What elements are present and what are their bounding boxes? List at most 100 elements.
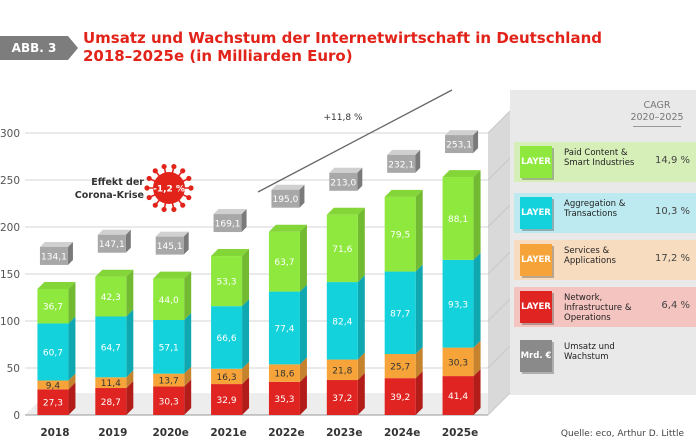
x-tick-label: 2021e	[210, 427, 246, 439]
total-box	[155, 236, 184, 255]
legend-layer-icon: Mrd. €	[520, 340, 552, 372]
figure-badge: ABB. 3	[0, 36, 78, 60]
bar-segment-side	[68, 281, 76, 324]
total-box	[39, 246, 68, 265]
bar-top	[95, 269, 134, 277]
bar-segment	[153, 278, 185, 320]
legend-cagr-value: 17,2 %	[655, 253, 690, 264]
bar-segment-label: 63,7	[274, 258, 294, 268]
bar-segment-label: 30,3	[448, 358, 468, 368]
bar-top	[326, 207, 365, 215]
bar-segment-side	[126, 370, 134, 389]
bar-top	[153, 271, 192, 279]
legend-label: Paid Content & Smart Industries	[564, 148, 635, 168]
bar-segment-label: 37,2	[332, 394, 352, 404]
bar-segment	[37, 288, 69, 324]
total-box	[213, 214, 242, 233]
x-tick-label: 2024e	[384, 427, 420, 439]
total-box	[97, 234, 126, 253]
growth-label: +11,8 %	[324, 113, 363, 123]
bar-segment-label: 18,6	[274, 370, 294, 380]
total-label: 195,0	[273, 195, 299, 205]
bar-segment	[384, 271, 416, 354]
chart-title-line2: 2018–2025e (in Milliarden Euro)	[83, 47, 353, 65]
gridline-side	[487, 251, 511, 275]
virus-spike-tip	[161, 163, 167, 170]
x-tick-label: 2022e	[268, 427, 304, 439]
total-box-top	[39, 241, 73, 247]
virus-spike-tip	[144, 185, 150, 191]
bar-segment-side	[415, 346, 423, 379]
legend-item: LAYER Paid Content & Smart Industries 14,9 …	[514, 142, 696, 182]
virus-spike-tip	[146, 175, 152, 182]
bar-segment-label: 44,0	[159, 296, 179, 306]
total-label: 253,1	[446, 141, 472, 151]
total-box-side	[357, 167, 363, 191]
total-box	[271, 189, 300, 208]
legend-cagr-value: 10,3 %	[655, 206, 690, 217]
total-box-side	[473, 130, 479, 154]
legend-layer-icon: LAYER	[520, 146, 552, 178]
total-box-side	[125, 229, 131, 253]
bar-segment-side	[184, 366, 192, 387]
y-tick-label: 200	[0, 222, 20, 234]
bar-segment	[37, 380, 69, 390]
bar-segment-side	[357, 352, 365, 381]
bar-segment-label: 32,9	[217, 396, 237, 406]
virus-spike-tip	[180, 168, 186, 174]
bar-segment	[384, 196, 416, 272]
bar-segment	[95, 316, 127, 378]
legend-layer-icon: LAYER	[520, 197, 552, 229]
legend-cagr-value: 14,9 %	[655, 155, 690, 166]
total-box-top	[387, 149, 421, 155]
bar-segment-label: 27,3	[43, 399, 63, 409]
virus-spike-tip	[186, 175, 192, 182]
bar-segment	[95, 388, 127, 415]
virus-spike-tip	[152, 202, 158, 208]
bar-segment-label: 57,1	[159, 343, 179, 353]
bar-segment-side	[473, 369, 481, 415]
bar-segment-side	[68, 373, 76, 390]
total-box-top	[213, 209, 247, 215]
bar-segment-side	[126, 269, 134, 317]
y-tick-label: 100	[0, 316, 20, 328]
bar-segment-label: 79,5	[390, 231, 410, 241]
virus-spike-tip	[146, 194, 152, 201]
bar-segment	[95, 377, 127, 389]
bar-segment-label: 42,3	[101, 293, 121, 303]
virus-spike-tip	[186, 194, 192, 201]
bar-segment	[442, 347, 474, 377]
total-label: 213,0	[330, 178, 356, 188]
bar-segment-side	[415, 189, 423, 272]
virus-spike-tip	[152, 168, 158, 174]
bar-segment-label: 25,7	[390, 363, 410, 373]
bar-segment	[268, 291, 300, 365]
bar-segment	[211, 368, 243, 385]
bar-segment	[326, 359, 358, 381]
legend-item: LAYER Aggregation & Transactions 10,3 %	[514, 193, 696, 233]
bar-segment	[326, 380, 358, 415]
bar-segment-label: 88,1	[448, 215, 468, 225]
total-box-top	[271, 184, 305, 190]
x-tick-label: 2023e	[326, 427, 362, 439]
legend-layer-icon: LAYER	[520, 291, 552, 323]
bar-segment	[95, 276, 127, 317]
bar-segment	[153, 373, 185, 387]
bar-segment	[37, 389, 69, 415]
bar-top	[268, 224, 307, 232]
bar-segment-side	[415, 264, 423, 354]
x-tick-label: 2020e	[153, 427, 189, 439]
y-tick-label: 0	[13, 410, 20, 422]
total-label: 169,1	[215, 220, 241, 230]
gridline-side	[487, 392, 511, 416]
total-label: 134,1	[41, 252, 67, 262]
total-box-side	[67, 241, 73, 265]
bar-top	[442, 170, 481, 178]
y-tick-label: 150	[0, 269, 20, 281]
bar-segment-side	[242, 361, 250, 385]
total-box	[329, 172, 358, 191]
bar-segment-side	[242, 299, 250, 369]
bar-segment	[211, 256, 243, 307]
bar-segment	[442, 177, 474, 260]
